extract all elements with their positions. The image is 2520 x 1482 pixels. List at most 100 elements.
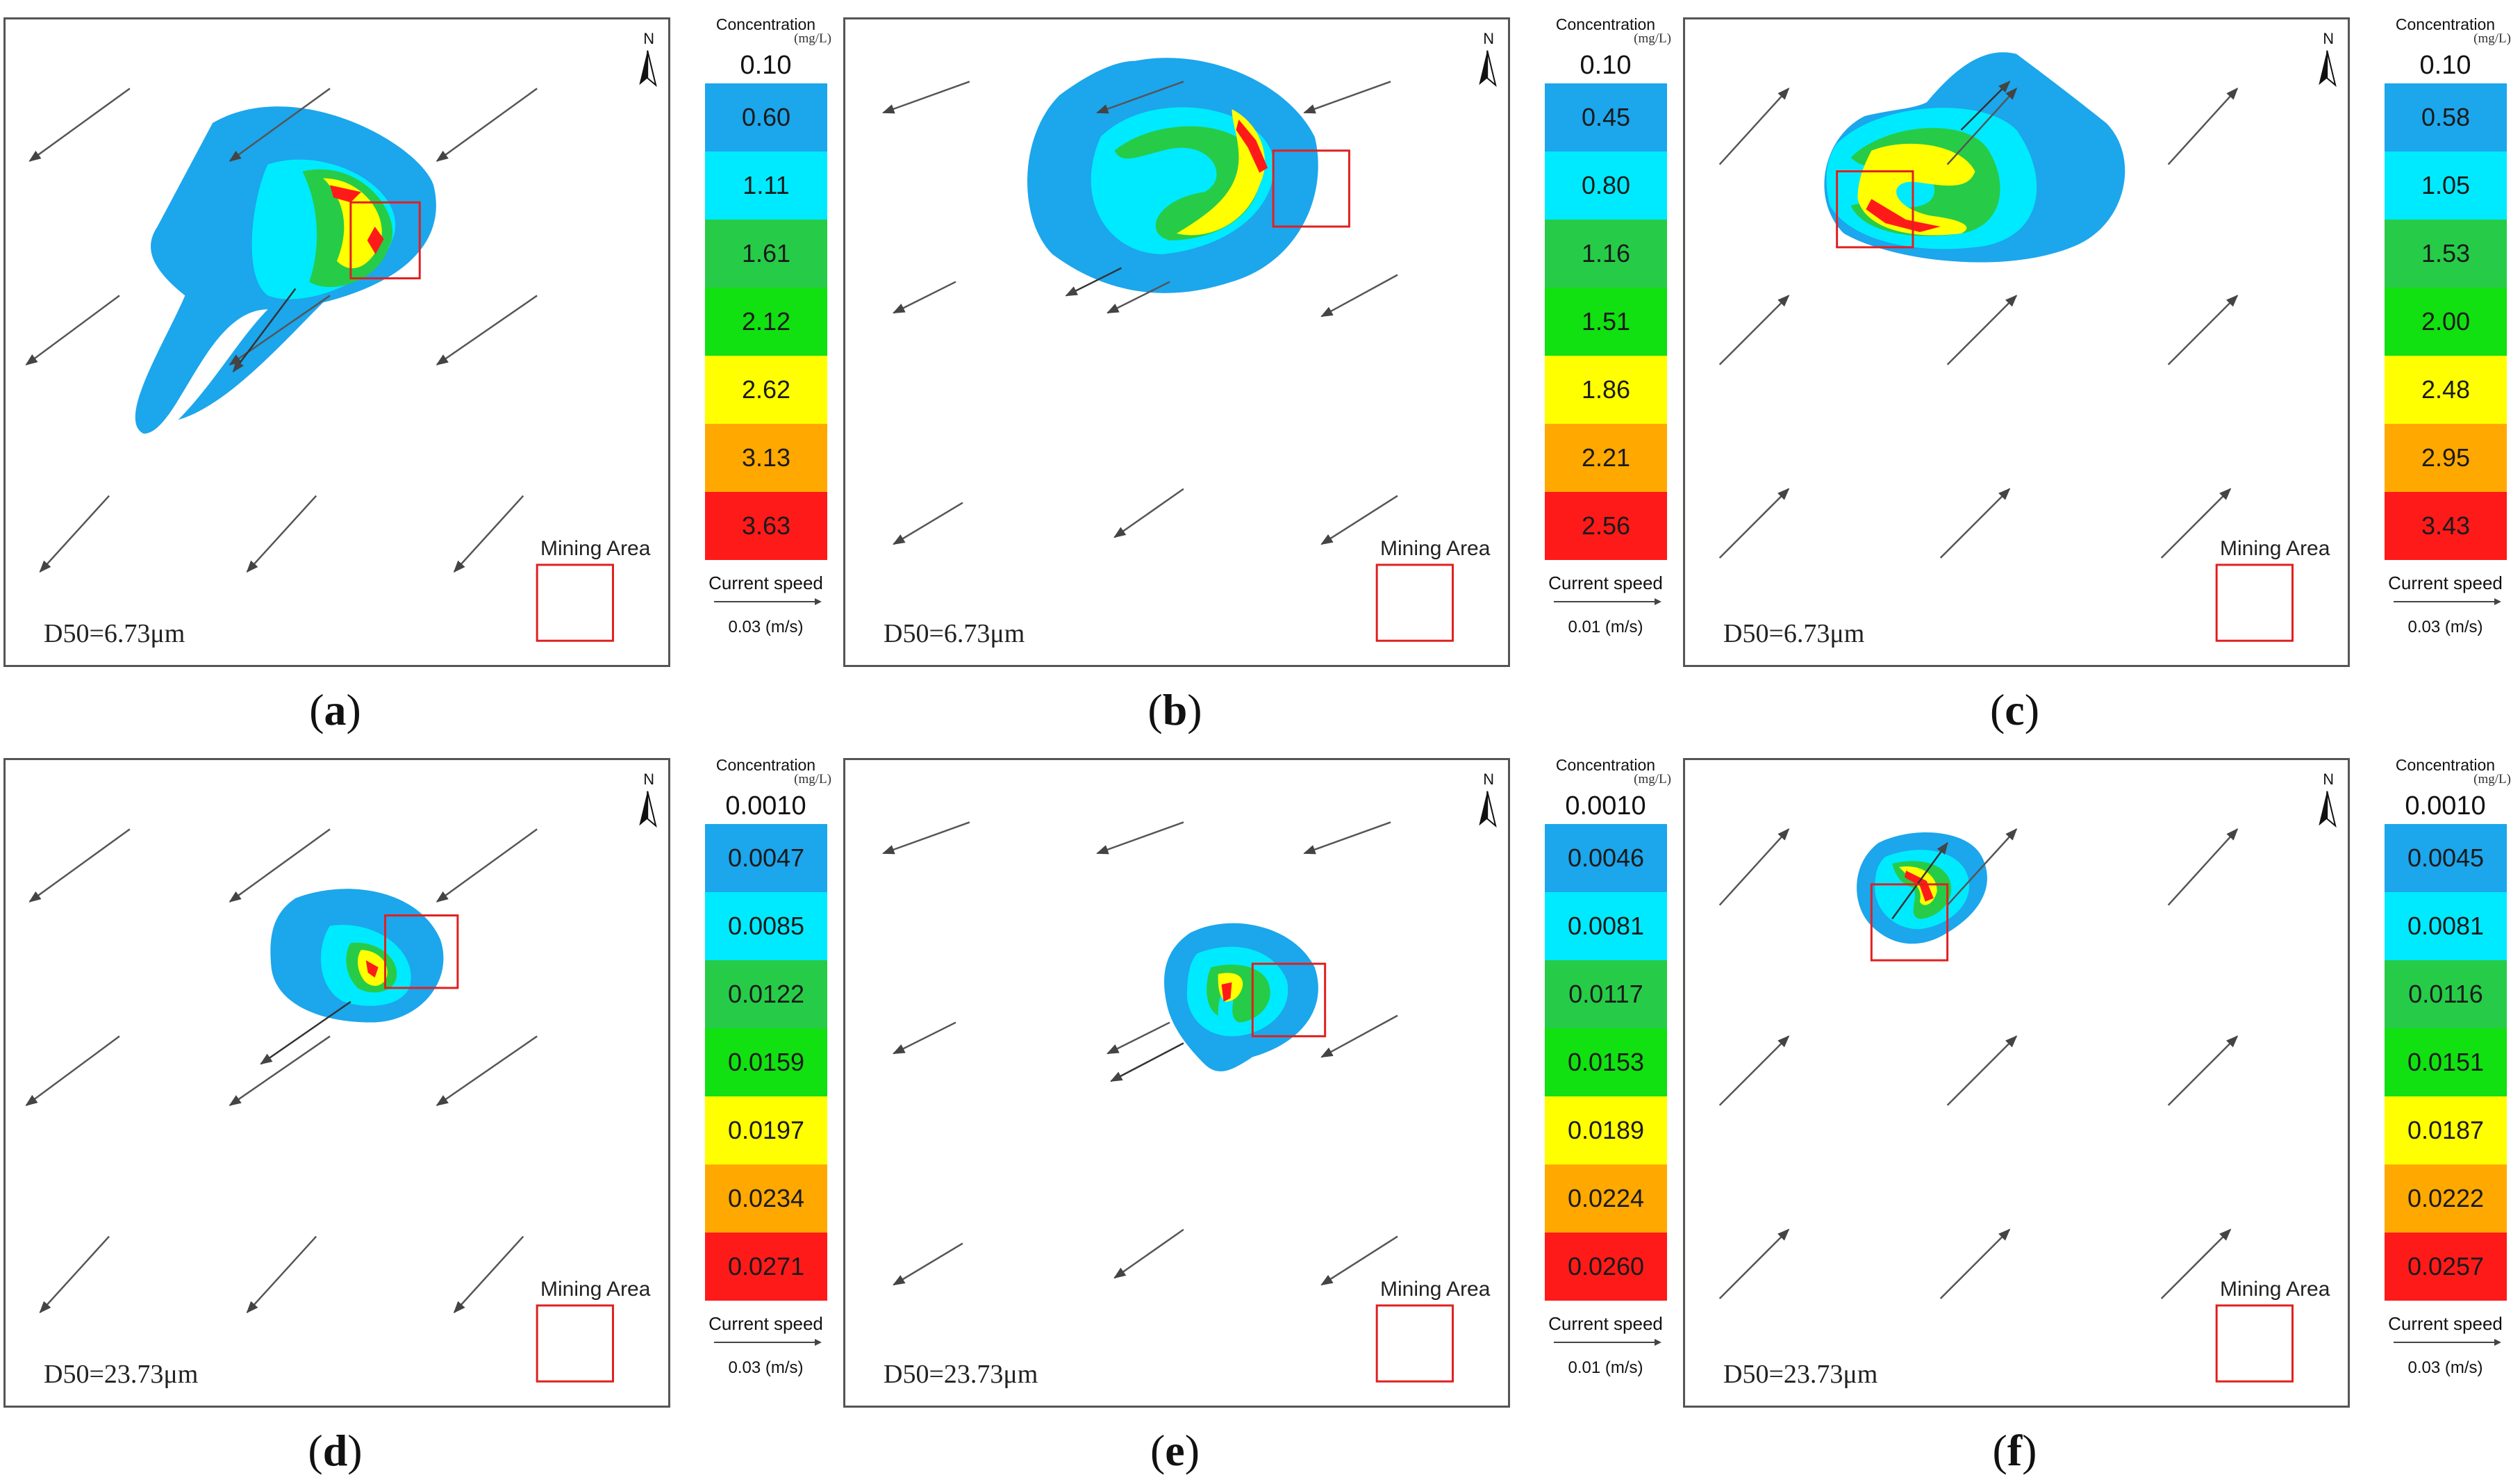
legend-band: 0.0234	[705, 1164, 827, 1233]
current-speed-value: 0.01 (m/s)	[1568, 618, 1643, 636]
current-arrow	[1106, 1021, 1170, 1055]
current-arrow	[1946, 88, 2018, 165]
current-arrow	[1096, 821, 1184, 855]
plume-map: N	[1718, 771, 2337, 1383]
legend-unit: (mg/L)	[1634, 772, 1671, 787]
current-speed-value: 0.03 (m/s)	[728, 618, 804, 636]
d50-label: D50=6.73μm	[1723, 619, 1865, 648]
plume-core	[1905, 870, 1934, 902]
mining-area-label: Mining Area	[540, 537, 651, 560]
mining-area-label: Mining Area	[540, 1278, 651, 1301]
map-frame: N Mining Area D50=6.73μm	[843, 17, 1510, 667]
current-arrow	[260, 1001, 351, 1065]
legend-band: 1.53	[2385, 220, 2507, 288]
current-arrow	[1939, 488, 2011, 559]
legend-band: 0.0047	[705, 824, 827, 892]
legend-band: 1.11	[705, 151, 827, 220]
legend-band: 0.0224	[1545, 1164, 1667, 1233]
current-arrow	[436, 295, 538, 365]
north-label: N	[1483, 30, 1494, 47]
panel-caption: (f)	[1992, 1426, 2037, 1475]
legend-bands: 0.45 0.80 1.16 1.51 1.86 2.21 2.56	[1545, 83, 1667, 560]
legend-bands: 0.0046 0.0081 0.0117 0.0153 0.0189 0.0224 0.02…	[1545, 824, 1667, 1301]
legend-band: 2.21	[1545, 424, 1667, 492]
north-arrow-icon	[639, 791, 657, 828]
source-box	[1272, 149, 1350, 228]
mining-area-box	[1375, 1304, 1454, 1383]
current-arrow	[893, 502, 963, 545]
legend-band: 0.0081	[1545, 892, 1667, 960]
current-arrow	[1303, 821, 1391, 855]
source-box	[349, 201, 421, 280]
legend-title: Concentration	[1555, 756, 1656, 774]
north-label: N	[2323, 771, 2334, 788]
legend-band: 0.58	[2385, 83, 2507, 151]
current-arrow	[893, 1242, 963, 1286]
legend-band: 0.0151	[2385, 1028, 2507, 1096]
legend-band: 1.86	[1545, 356, 1667, 424]
legend-min-value: 0.0010	[2405, 791, 2486, 821]
d50-label: D50=23.73μm	[44, 1360, 199, 1389]
speed-arrow-icon	[2393, 1339, 2501, 1346]
mining-area-box	[536, 563, 614, 642]
legend-unit: (mg/L)	[2473, 772, 2511, 787]
current-arrow	[28, 828, 131, 903]
speed-arrow-icon	[1553, 598, 1661, 605]
legend-title: Concentration	[2395, 756, 2496, 774]
legend-unit: (mg/L)	[794, 772, 831, 787]
north-arrow-icon	[1479, 50, 1497, 88]
map-frame: N Mining Area D50=6.73μm	[1683, 17, 2350, 667]
legend-bands: 0.58 1.05 1.53 2.00 2.48 2.95 3.43	[2385, 83, 2507, 560]
speed-arrow-icon	[713, 598, 822, 605]
panel-f: N Mining Area D50=23.73μm Concentration (mg/…	[1680, 741, 2519, 1481]
mining-area-box	[1375, 563, 1454, 642]
current-arrow	[453, 495, 524, 573]
current-arrow	[39, 1235, 110, 1314]
legend-band: 0.0222	[2385, 1164, 2507, 1233]
current-arrow	[1946, 1035, 2018, 1106]
legend-unit: (mg/L)	[1634, 31, 1671, 46]
legend-min-value: 0.10	[1580, 51, 1632, 80]
legend-bands: 0.0045 0.0081 0.0116 0.0151 0.0187 0.0222 0.02…	[2385, 824, 2507, 1301]
d50-label: D50=6.73μm	[44, 619, 185, 648]
legend-band: 0.0257	[2385, 1233, 2507, 1301]
current-arrow	[246, 1235, 317, 1314]
mining-area-box	[2215, 1304, 2294, 1383]
plume-core	[365, 960, 379, 978]
current-arrow	[1320, 1235, 1398, 1286]
panel-caption: (c)	[1989, 685, 2040, 734]
legend-band: 0.0159	[705, 1028, 827, 1096]
panel-letter: b	[1162, 685, 1188, 734]
plume-map: N	[25, 771, 657, 1383]
panel-letter: a	[324, 685, 347, 734]
panel-caption: (a)	[309, 685, 361, 734]
legend-band: 2.95	[2385, 424, 2507, 492]
north-arrow-icon	[1479, 791, 1497, 828]
legend-band: 3.13	[705, 424, 827, 492]
current-arrow	[39, 495, 110, 573]
legend-band: 3.43	[2385, 492, 2507, 560]
current-arrow	[2167, 88, 2239, 165]
legend-band: 2.62	[705, 356, 827, 424]
speed-arrow-icon	[1553, 1339, 1661, 1346]
current-arrow	[1718, 295, 1790, 365]
map-frame: N Mining Area D50=23.73μm	[843, 758, 1510, 1408]
current-arrow	[1106, 281, 1170, 314]
source-box	[1836, 170, 1914, 249]
plume-ring	[1177, 109, 1266, 236]
panel-caption: (e)	[1150, 1426, 1200, 1475]
current-speed-label: Current speed	[2388, 1313, 2503, 1334]
current-arrow	[1320, 495, 1398, 545]
plume-core	[1866, 199, 1941, 233]
concentration-legend: Concentration (mg/L) 0.10 0.60 1.11 1.61 2.12 2…	[695, 0, 837, 637]
current-arrow	[1096, 81, 1184, 114]
panel-e: N Mining Area D50=23.73μm Concentration (mg/…	[840, 741, 1680, 1481]
mining-area-label: Mining Area	[1380, 537, 1491, 560]
mining-area-label: Mining Area	[2220, 1278, 2330, 1301]
current-arrow	[246, 495, 317, 573]
panel-caption: (d)	[308, 1426, 363, 1475]
legend-band: 2.56	[1545, 492, 1667, 560]
current-arrow	[2167, 295, 2239, 365]
legend-band: 1.51	[1545, 288, 1667, 356]
legend-band: 0.0085	[705, 892, 827, 960]
